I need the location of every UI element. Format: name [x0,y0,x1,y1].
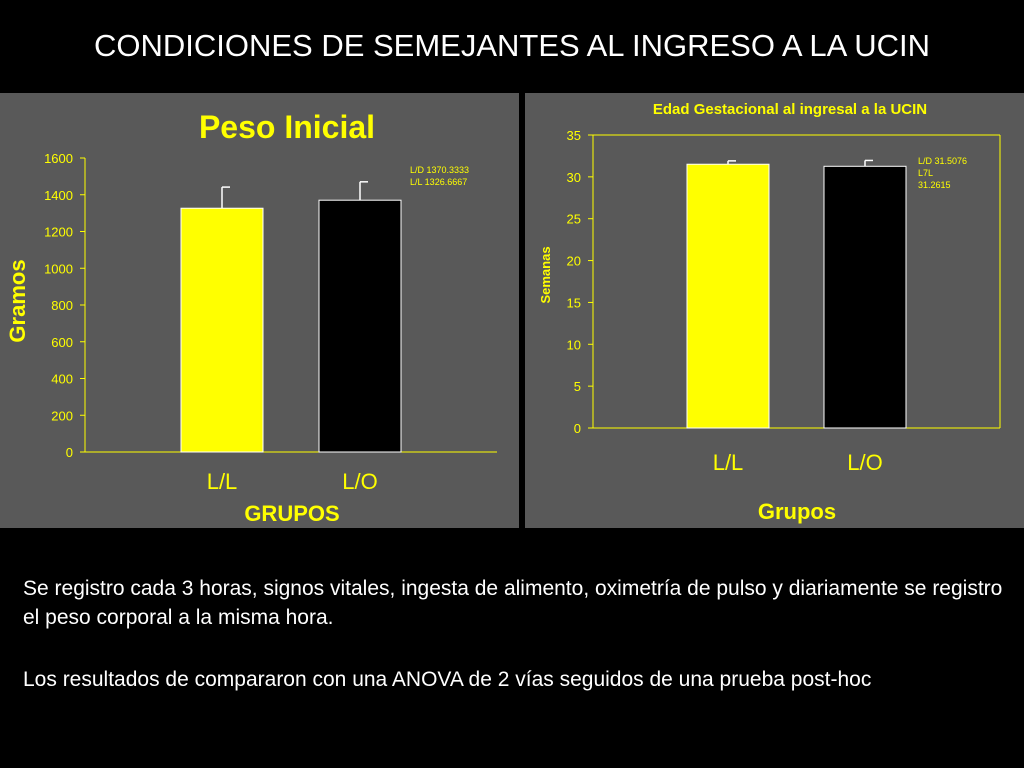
y-tick-label: 600 [51,335,73,350]
y-axis-label: Semanas [538,246,553,303]
y-tick-label: 5 [574,379,581,394]
x-category-label: L/L [713,450,744,475]
bar-lo [823,165,907,429]
y-tick-label: 20 [567,254,581,269]
y-tick-label: 1400 [44,188,73,203]
y-tick-label: 0 [574,421,581,436]
y-tick-label: 30 [567,170,581,185]
annotation-line: L/L 1326.6667 [410,177,467,187]
y-tick-label: 0 [66,445,73,460]
y-tick-label: 1600 [44,151,73,166]
bar-ll [686,163,770,429]
paragraph-anova: Los resultados de compararon con una ANO… [23,668,872,691]
chart-title: Edad Gestacional al ingresal a la UCIN [653,101,927,118]
bar-ll [180,207,264,453]
y-tick-label: 25 [567,212,581,227]
y-tick-label: 35 [567,128,581,143]
chart-title: Peso Inicial [199,109,375,145]
y-tick-label: 200 [51,408,73,423]
y-tick-label: 1000 [44,261,73,276]
y-tick-label: 1200 [44,225,73,240]
annotation-line: L/D 1370.3333 [410,165,469,175]
peso-inicial-chart: Peso Inicial 0 200 400 600 800 1000 1200 1400 160… [5,109,497,526]
paragraph-registro: Se registro cada 3 horas, signos vitales… [23,577,1003,629]
chart-panel-peso-inicial: Peso Inicial 0 200 400 600 800 1000 1200 1400 160… [0,93,519,528]
x-category-label: L/O [847,450,882,475]
y-tick-label: 10 [567,337,581,352]
x-category-label: L/L [207,469,238,494]
slide-title: CONDICIONES DE SEMEJANTES AL INGRESO A L… [93,28,931,63]
y-tick-label: 400 [51,372,73,387]
chart-panel-edad-gestacional: Edad Gestacional al ingresal a la UCIN 0 5… [525,93,1024,528]
x-category-label: L/O [342,469,377,494]
bar-lo [318,199,402,453]
y-tick-label: 800 [51,298,73,313]
annotation-line: L7L [918,168,933,178]
edad-gestacional-chart: Edad Gestacional al ingresal a la UCIN 0 5… [538,101,1001,524]
y-tick-label: 15 [567,295,581,310]
annotation-line: 31.2615 [918,180,951,190]
annotation-line: L/D 31.5076 [918,156,967,166]
y-axis-label: Gramos [5,259,30,342]
x-axis-label: GRUPOS [244,501,339,526]
x-axis-label: Grupos [758,499,836,524]
